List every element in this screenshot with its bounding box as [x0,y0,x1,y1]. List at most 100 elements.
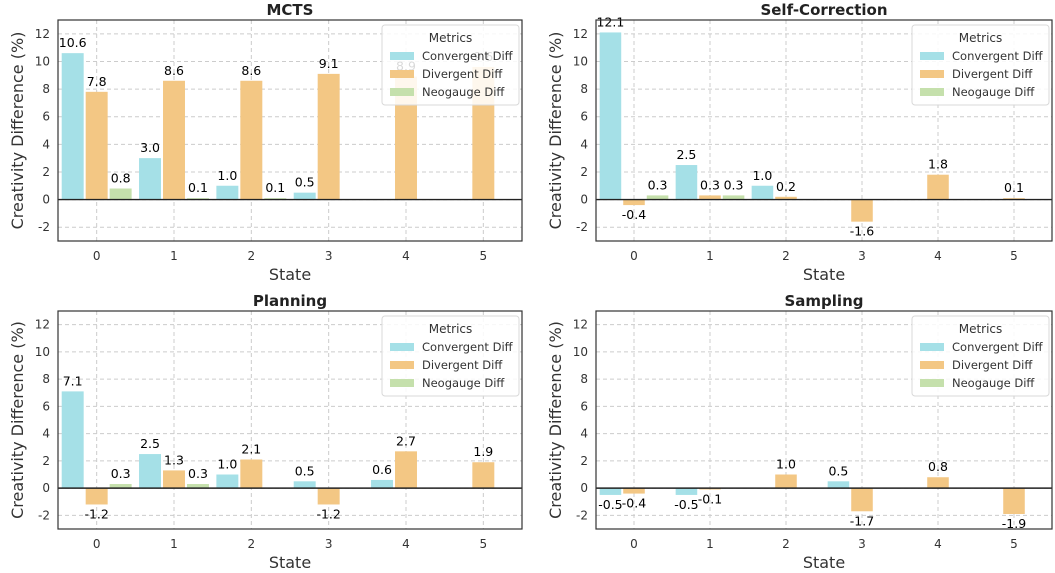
bar-value-label: -0.5 [598,497,622,512]
bar-divergent-diff [623,488,645,494]
y-axis-label: Creativity Difference (%) [546,321,565,519]
y-tick-label: 0 [580,193,588,207]
y-tick-label: 6 [580,110,588,124]
bar-value-label: 0.2 [776,179,796,194]
legend-title: Metrics [959,322,1003,336]
legend-entry-label: Divergent Diff [422,67,503,81]
bar-value-label: 2.1 [241,442,261,457]
x-axis-label: State [269,265,311,284]
x-tick-label: 1 [170,249,178,263]
legend-swatch [920,88,944,96]
bar-value-label: 0.3 [188,466,208,481]
legend-swatch [390,343,414,351]
bar-divergent-diff [699,195,721,200]
plot-frame [57,310,523,530]
y-tick-label: 12 [35,27,50,41]
y-tick-label: 6 [580,399,588,413]
bar-value-label: 0.8 [928,459,948,474]
x-tick-label: 0 [630,537,638,551]
y-tick-label: -2 [38,220,50,234]
bar-value-label: -1.7 [850,513,874,528]
y-tick-label: 0 [580,481,588,495]
bar-divergent-diff [927,477,949,489]
x-tick-label: 1 [706,537,714,551]
y-tick-label: 12 [573,27,588,41]
y-tick-label: 8 [42,82,50,96]
y-tick-label: 2 [42,454,50,468]
y-tick-label: 4 [42,427,50,441]
legend-entry-label: Divergent Diff [952,358,1033,372]
legend-title: Metrics [429,322,473,336]
bar-value-label: -1.6 [850,224,874,239]
bar-value-label: 0.3 [111,466,131,481]
bar-divergent-diff [851,488,873,512]
x-tick-label: 0 [93,249,101,263]
bar-convergent-diff [371,479,394,489]
bar-divergent-diff [851,199,873,222]
bar-neogauge-diff [186,484,209,489]
bar-convergent-diff [61,391,84,489]
bar-divergent-diff [317,488,340,505]
x-axis-label: State [803,265,845,284]
legend-swatch [920,70,944,78]
y-tick-label: 2 [42,165,50,179]
y-tick-label: 10 [573,54,588,68]
legend-swatch [920,361,944,369]
x-tick-label: 4 [934,249,942,263]
bar-convergent-diff [827,481,850,489]
x-tick-label: 1 [706,249,714,263]
x-tick-label: 2 [782,249,790,263]
legend-entry-label: Convergent Diff [952,49,1044,63]
x-tick-label: 2 [782,537,790,551]
bar-value-label: 0.3 [700,177,720,192]
x-axis-label: State [269,553,311,572]
legend-title: Metrics [959,31,1003,45]
x-tick-label: 2 [248,537,256,551]
legend-entry-label: Neogauge Diff [422,376,505,390]
plot-frame [57,19,523,242]
bar-value-label: 0.3 [648,177,668,192]
bar-divergent-diff [85,488,108,505]
bar-value-label: 0.8 [111,171,131,186]
bar-convergent-diff [675,488,698,495]
y-tick-label: 8 [580,82,588,96]
bar-divergent-diff [775,196,797,200]
bar-convergent-diff [216,185,239,200]
bar-value-label: 2.7 [396,433,416,448]
x-tick-label: 5 [480,249,488,263]
bar-value-label: 0.5 [295,463,315,478]
x-tick-label: 3 [325,537,333,551]
x-tick-label: 3 [325,249,333,263]
bar-divergent-diff [775,474,797,489]
legend-swatch [390,379,414,387]
bar-convergent-diff [751,185,774,200]
bar-value-label: 9.1 [319,56,339,71]
legend-box [911,315,1050,397]
bar-divergent-diff [623,199,645,206]
legend-entry-label: Divergent Diff [952,67,1033,81]
bar-value-label: 0.6 [372,462,392,477]
bar-value-label: 1.9 [473,444,493,459]
bar-neogauge-diff [646,195,669,200]
y-tick-label: 0 [42,481,50,495]
bar-value-label: 0.5 [295,175,315,190]
bar-value-label: 10.6 [59,35,87,50]
bar-value-label: 2.5 [676,147,696,162]
bar-neogauge-diff [722,195,745,200]
bar-convergent-diff [216,474,239,489]
bar-divergent-diff [240,80,263,200]
legend-box [381,315,520,397]
y-axis-label: Creativity Difference (%) [8,32,27,230]
y-tick-label: 2 [580,165,588,179]
x-tick-label: 5 [1010,249,1018,263]
bar-divergent-diff [85,91,108,200]
bar-convergent-diff [61,53,84,200]
y-tick-label: 6 [42,399,50,413]
bar-value-label: 7.8 [87,74,107,89]
y-tick-label: 8 [42,372,50,386]
bar-value-label: 1.8 [928,157,948,172]
y-tick-label: 2 [580,454,588,468]
